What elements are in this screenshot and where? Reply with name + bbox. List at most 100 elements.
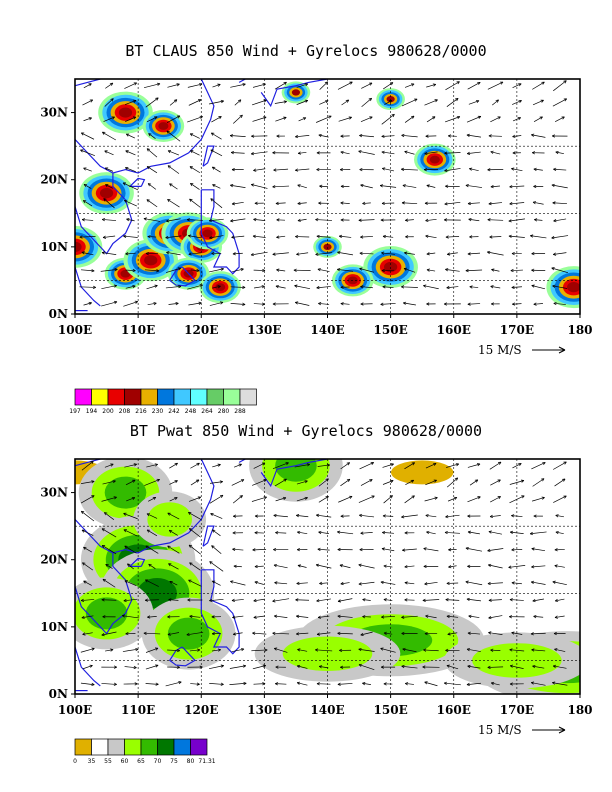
wind-vector-head bbox=[403, 267, 408, 271]
wind-vector bbox=[444, 682, 461, 686]
wind-vector bbox=[296, 100, 308, 105]
y-tick-label: 10N bbox=[40, 620, 68, 634]
wind-vector-head bbox=[425, 134, 429, 138]
wind-vector-head bbox=[371, 495, 375, 499]
wind-vector bbox=[233, 463, 242, 468]
wind-vector-head bbox=[490, 285, 494, 289]
wind-vector-head bbox=[563, 495, 567, 499]
wind-vector-head bbox=[276, 268, 280, 272]
wind-vector bbox=[358, 581, 375, 585]
wind-vector-head bbox=[143, 631, 147, 635]
wind-vector-head bbox=[199, 83, 203, 87]
wind-vector bbox=[143, 632, 161, 635]
wind-vector-head bbox=[261, 462, 266, 466]
wind-vector bbox=[509, 202, 525, 205]
wind-vector-head bbox=[275, 665, 279, 669]
wind-vector bbox=[123, 513, 138, 520]
wind-vector-head bbox=[219, 480, 223, 484]
wind-vector bbox=[404, 115, 415, 123]
wind-vector bbox=[426, 83, 436, 88]
wind-vector-head bbox=[508, 565, 512, 569]
wind-vector-head bbox=[488, 530, 492, 534]
wind-vector bbox=[208, 100, 224, 105]
wind-vector bbox=[233, 565, 242, 568]
wind-vector bbox=[361, 97, 372, 108]
colorbar-label: 70 bbox=[154, 758, 162, 765]
wind-vector bbox=[362, 682, 371, 685]
wind-vector-head bbox=[340, 514, 344, 518]
wind-vector-head bbox=[105, 184, 109, 188]
wind-vector-head bbox=[254, 564, 258, 569]
wind-vector-head bbox=[531, 284, 535, 288]
wind-vector-head bbox=[318, 302, 322, 306]
wind-vector-head bbox=[388, 100, 393, 104]
wind-vector bbox=[231, 648, 245, 653]
wind-vector bbox=[487, 81, 504, 90]
wind-vector bbox=[509, 480, 525, 485]
colorbar-label: 194 bbox=[86, 408, 98, 415]
wind-vector-head bbox=[358, 218, 362, 222]
bottom-chart-title: BT Pwat 850 Wind + Gyrelocs 980628/0000 bbox=[129, 422, 483, 440]
wind-vector bbox=[553, 495, 567, 503]
wind-vector bbox=[508, 235, 525, 238]
wind-vector-head bbox=[325, 495, 329, 500]
wind-vector-head bbox=[446, 285, 450, 290]
wind-vector bbox=[381, 252, 395, 255]
wind-vector-head bbox=[196, 682, 200, 686]
wind-vector-head bbox=[132, 479, 136, 483]
wind-vector-head bbox=[509, 615, 513, 619]
wind-vector bbox=[315, 219, 333, 221]
wind-vector bbox=[358, 495, 375, 503]
wind-vector bbox=[148, 496, 156, 502]
wind-vector-head bbox=[444, 151, 448, 155]
wind-vector bbox=[405, 219, 414, 221]
wind-vector-head bbox=[443, 681, 448, 685]
x-tick-label: 170E bbox=[500, 703, 534, 717]
wind-vector bbox=[488, 632, 503, 635]
wind-vector-head bbox=[105, 563, 109, 568]
colorbar-label: 216 bbox=[135, 408, 147, 415]
wind-vector-head bbox=[423, 284, 427, 288]
wind-vector bbox=[402, 184, 417, 188]
wind-vector-head bbox=[211, 615, 215, 619]
wind-vector-head bbox=[477, 81, 481, 85]
x-tick-label: 120E bbox=[184, 703, 218, 717]
wind-vector-head bbox=[444, 530, 448, 535]
wind-vector bbox=[401, 665, 418, 669]
wind-vector bbox=[531, 548, 546, 552]
wind-vector bbox=[187, 116, 203, 123]
wind-vector-head bbox=[497, 479, 501, 483]
wind-vector-head bbox=[101, 251, 105, 255]
wind-vector bbox=[83, 184, 92, 189]
wind-vector bbox=[341, 99, 349, 106]
wind-vector-head bbox=[469, 167, 473, 171]
wind-vector bbox=[145, 579, 159, 587]
wind-vector bbox=[340, 478, 351, 487]
x-tick-label: 150E bbox=[374, 323, 408, 337]
wind-vector bbox=[187, 83, 203, 88]
wind-vector bbox=[189, 528, 201, 538]
wind-vector-head bbox=[124, 580, 128, 584]
wind-vector-head bbox=[358, 582, 362, 586]
wind-vector bbox=[298, 117, 307, 122]
wind-vector-head bbox=[510, 268, 514, 273]
wind-vector bbox=[275, 285, 286, 289]
coastline bbox=[128, 557, 146, 567]
wind-vector-head bbox=[211, 166, 216, 170]
wind-vector-head bbox=[339, 648, 343, 653]
wind-vector-head bbox=[124, 545, 128, 549]
wind-vector-head bbox=[262, 83, 266, 87]
wind-vector bbox=[210, 149, 223, 157]
wind-vector-head bbox=[508, 219, 512, 223]
colorbar-label: 75 bbox=[170, 758, 178, 765]
wind-vector bbox=[252, 632, 267, 635]
wind-vector-head bbox=[362, 201, 366, 205]
wind-vector bbox=[189, 133, 200, 139]
wind-vector bbox=[253, 683, 266, 685]
wind-vector bbox=[531, 462, 546, 470]
wind-vector-head bbox=[154, 116, 158, 120]
wind-vector-head bbox=[254, 531, 258, 535]
wind-vector-head bbox=[296, 514, 300, 518]
wind-vector bbox=[83, 200, 93, 207]
wind-vector bbox=[83, 580, 92, 586]
